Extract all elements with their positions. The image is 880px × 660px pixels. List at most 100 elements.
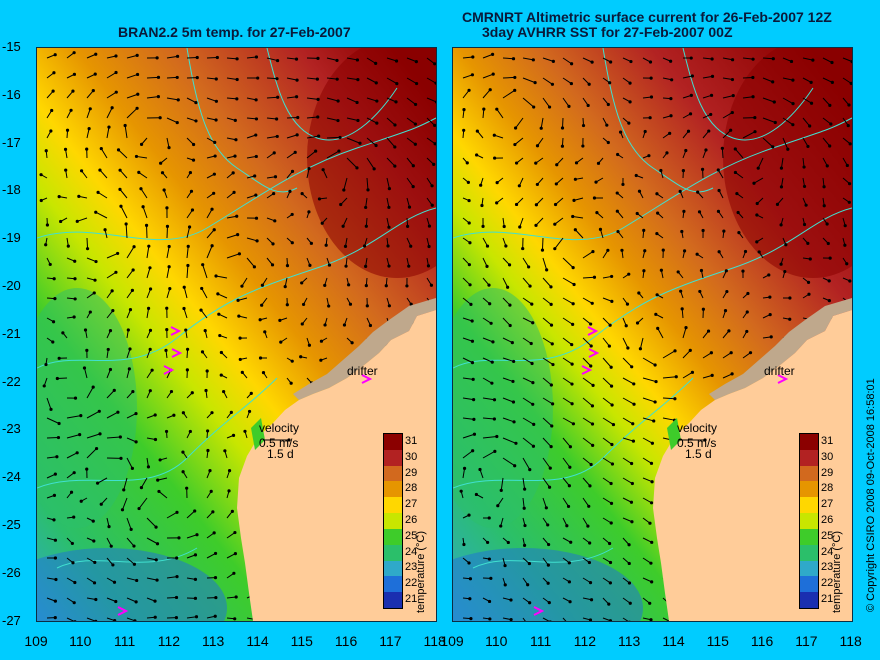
- current-vector-head: [629, 500, 634, 504]
- current-vector: [462, 433, 475, 439]
- current-vector-head: [513, 75, 517, 80]
- current-vector-head: [184, 328, 188, 332]
- current-vector-head: [116, 251, 120, 256]
- current-vector-head: [637, 291, 641, 295]
- current-vector: [482, 317, 492, 324]
- current-vector: [562, 397, 573, 405]
- current-vector: [246, 237, 258, 242]
- current-vector: [100, 148, 108, 159]
- current-vector-head: [233, 617, 237, 621]
- current-vector-head: [532, 105, 536, 109]
- current-vector-head: [652, 419, 656, 423]
- current-vector-head: [210, 244, 214, 248]
- current-vector-head: [513, 126, 518, 130]
- current-vector-head: [547, 601, 551, 605]
- current-vector: [662, 376, 677, 379]
- current-vector-head: [53, 472, 57, 476]
- current-vector: [742, 57, 754, 60]
- current-vector-head: [509, 617, 513, 621]
- current-vector-head: [513, 464, 517, 468]
- left-map-panel[interactable]: [36, 47, 437, 622]
- current-vector: [562, 477, 570, 487]
- current-vector-head: [175, 120, 179, 125]
- current-vector-head: [684, 326, 688, 330]
- current-vector-head: [509, 598, 513, 602]
- current-vector: [386, 117, 396, 126]
- current-vector-head: [605, 123, 609, 127]
- current-vector-head: [650, 480, 654, 484]
- current-vector-head: [320, 221, 324, 225]
- current-vector-head: [188, 170, 192, 175]
- current-vector-head: [650, 580, 654, 584]
- current-vector-head: [508, 303, 512, 307]
- current-vector-head: [45, 223, 50, 227]
- current-vector-head: [587, 504, 591, 508]
- colorbar-right-swatches: [799, 433, 819, 609]
- current-vector-head: [393, 145, 397, 149]
- current-vector-head: [375, 121, 379, 125]
- colorbar-swatch: [800, 528, 818, 545]
- current-vector-head: [237, 314, 241, 318]
- lat-tick: -27: [2, 612, 21, 628]
- current-vector: [602, 397, 613, 406]
- current-vector: [46, 417, 60, 424]
- current-vector: [482, 89, 491, 99]
- current-vector-head: [627, 581, 632, 585]
- current-vector-head: [409, 302, 413, 306]
- current-vector-head: [845, 262, 849, 266]
- current-vector-head: [387, 205, 391, 209]
- current-vector-head: [260, 303, 264, 307]
- current-vector: [386, 177, 390, 189]
- current-vector-head: [571, 214, 575, 219]
- right-map[interactable]: [453, 48, 852, 621]
- current-vector-head: [569, 540, 573, 544]
- current-vector-head: [669, 59, 673, 63]
- current-vector-head: [730, 110, 734, 115]
- lon-tick: 117: [795, 633, 818, 649]
- current-vector-head: [85, 247, 90, 251]
- current-vector: [502, 437, 517, 444]
- current-vector: [822, 137, 831, 147]
- current-vector-head: [529, 341, 533, 346]
- left-map[interactable]: [37, 48, 436, 621]
- current-vector-head: [495, 180, 499, 185]
- current-vector-head: [757, 250, 761, 254]
- colorbar-swatch: [384, 544, 402, 561]
- current-vector-head: [185, 486, 189, 490]
- colorbar-swatch: [800, 465, 818, 482]
- current-vector-head: [327, 263, 332, 267]
- current-vector-head: [72, 471, 76, 475]
- velocity-scale-left: 0.5 m/s: [259, 436, 299, 450]
- current-vector-head: [308, 263, 312, 268]
- current-vector-head: [194, 119, 198, 123]
- current-vector: [522, 297, 533, 305]
- current-vector: [639, 337, 644, 349]
- current-vector-head: [522, 543, 527, 547]
- current-vector: [482, 397, 495, 401]
- current-vector-head: [756, 166, 760, 170]
- current-vector-head: [193, 509, 197, 513]
- right-map-panel[interactable]: [452, 47, 853, 622]
- current-vector: [522, 457, 531, 470]
- current-vector-head: [190, 391, 194, 395]
- colorbar-tick-label: 24: [821, 545, 834, 558]
- current-vector-head: [630, 520, 634, 524]
- current-vector-head: [489, 576, 493, 580]
- current-vector-head: [165, 306, 169, 310]
- current-vector-head: [203, 329, 207, 333]
- current-vector-head: [273, 219, 277, 223]
- current-vector-head: [323, 283, 327, 287]
- current-vector-head: [709, 93, 714, 97]
- current-vector-head: [491, 72, 495, 76]
- current-vector-head: [79, 169, 84, 173]
- current-vector-head: [219, 350, 223, 355]
- current-vector: [522, 317, 533, 324]
- current-vector-head: [319, 339, 324, 343]
- current-vector-head: [830, 80, 834, 84]
- current-vector-head: [223, 449, 227, 453]
- current-vector-head: [631, 439, 636, 443]
- current-vector-head: [830, 60, 834, 65]
- current-vector-head: [717, 188, 721, 193]
- current-vector-head: [119, 456, 123, 460]
- colorbar-swatch: [384, 449, 402, 466]
